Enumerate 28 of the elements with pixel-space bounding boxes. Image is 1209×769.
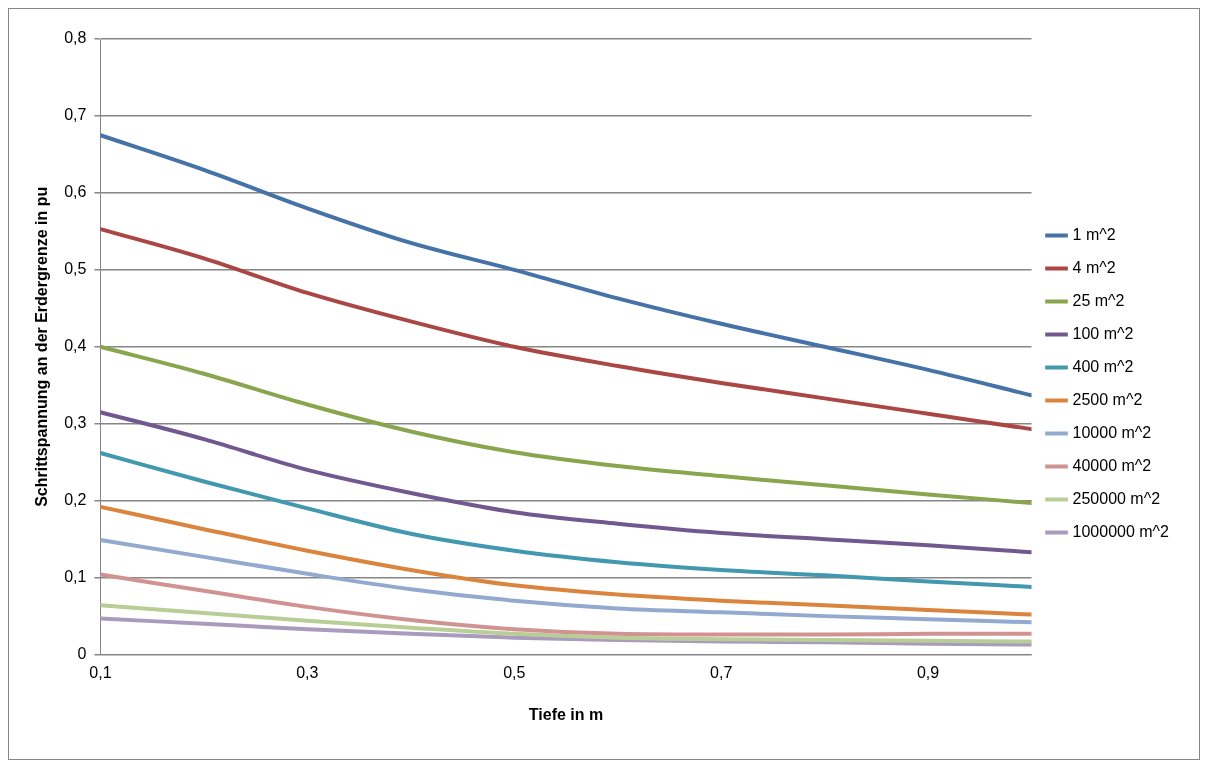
y-axis-title: Schrittspannung an der Erdergrenze in pu bbox=[33, 186, 51, 507]
y-tick-label: 0,1 bbox=[64, 568, 87, 586]
legend-label: 250000 m^2 bbox=[1072, 489, 1161, 507]
y-tick-label: 0,4 bbox=[64, 337, 87, 355]
legend-label: 2500 m^2 bbox=[1072, 390, 1143, 408]
y-tick-label: 0 bbox=[77, 645, 87, 663]
y-tick-label: 0,8 bbox=[64, 29, 87, 47]
legend-label: 4 m^2 bbox=[1072, 258, 1116, 276]
legend-label: 400 m^2 bbox=[1072, 357, 1134, 375]
legend-label: 1000000 m^2 bbox=[1072, 522, 1170, 540]
x-tick-label: 0,3 bbox=[296, 663, 319, 681]
y-tick-label: 0,5 bbox=[64, 260, 87, 278]
line-series bbox=[100, 603, 1032, 644]
legend-label: 1 m^2 bbox=[1072, 225, 1116, 243]
legend-label: 40000 m^2 bbox=[1072, 456, 1152, 474]
x-tick-label: 0,5 bbox=[503, 663, 526, 681]
x-tick-label: 0,7 bbox=[710, 663, 733, 681]
x-axis-title: Tiefe in m bbox=[528, 705, 604, 723]
y-tick-label: 0,7 bbox=[64, 106, 87, 124]
x-tick-label: 0,9 bbox=[916, 663, 940, 681]
y-tick-label: 0,6 bbox=[64, 183, 87, 201]
line-series bbox=[100, 616, 1032, 647]
y-tick-label: 0,2 bbox=[64, 491, 87, 509]
x-tick-label: 0,1 bbox=[89, 663, 112, 681]
legend-label: 10000 m^2 bbox=[1072, 423, 1152, 441]
legend-label: 25 m^2 bbox=[1072, 291, 1125, 309]
legend-label: 100 m^2 bbox=[1072, 324, 1134, 342]
y-tick-label: 0,3 bbox=[64, 414, 87, 432]
